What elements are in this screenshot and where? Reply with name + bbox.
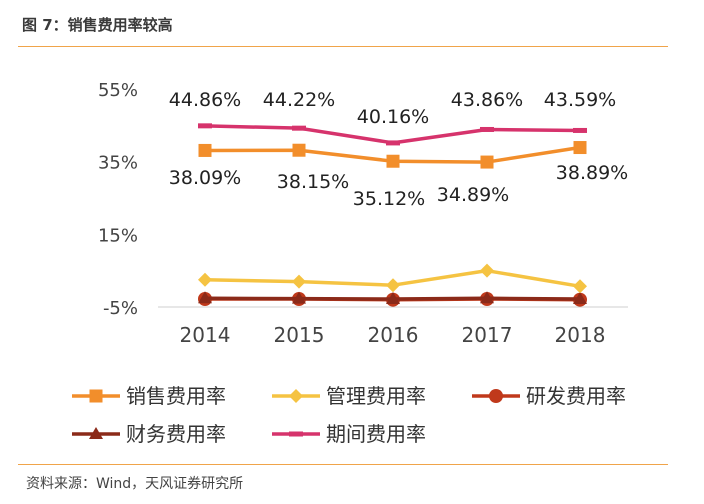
data-point — [386, 154, 400, 168]
y-tick-label: 35% — [98, 153, 138, 174]
series-2 — [198, 263, 587, 294]
data-label: 40.16% — [357, 106, 429, 128]
data-point — [573, 292, 587, 305]
data-point — [480, 126, 494, 132]
data-label: 38.09% — [169, 167, 241, 189]
series-4 — [198, 291, 587, 305]
data-point — [292, 274, 306, 289]
legend-label: 期间费用率 — [326, 422, 426, 446]
legend-item-3: 研发费用率 — [472, 384, 626, 408]
legend-marker — [489, 389, 503, 403]
data-label: 35.12% — [353, 188, 425, 210]
x-tick-label: 2018 — [555, 323, 606, 347]
data-point — [573, 127, 587, 133]
data-point — [198, 123, 212, 129]
data-point — [480, 155, 494, 169]
data-label: 44.22% — [263, 89, 335, 111]
data-label: 38.89% — [556, 162, 628, 184]
legend-label: 管理费用率 — [326, 384, 426, 408]
title-divider — [18, 46, 668, 47]
y-axis: 55% 35% 15% -5% — [98, 80, 138, 319]
data-point — [386, 292, 400, 305]
data-point — [386, 140, 400, 146]
data-point — [573, 141, 587, 155]
data-point — [480, 291, 494, 304]
data-point — [386, 278, 400, 293]
x-tick-label: 2016 — [368, 323, 419, 347]
source-note: 资料来源：Wind，天风证券研究所 — [26, 476, 244, 492]
data-point — [292, 291, 306, 304]
data-label: 34.89% — [437, 184, 509, 206]
x-tick-label: 2015 — [274, 323, 325, 347]
data-label: 43.86% — [451, 89, 523, 111]
legend-marker — [89, 389, 103, 403]
legend-item-2: 管理费用率 — [272, 384, 426, 408]
legend-marker — [289, 431, 303, 437]
x-axis: 2014 2015 2016 2017 2018 — [180, 323, 606, 347]
data-point — [198, 272, 212, 287]
source-divider — [18, 464, 668, 465]
series-5 — [198, 123, 587, 146]
legend-marker — [89, 427, 103, 439]
y-tick-label: 55% — [98, 80, 138, 101]
series-1 — [198, 141, 587, 169]
data-point — [198, 291, 212, 304]
legend-label: 研发费用率 — [526, 384, 626, 408]
data-label: 43.59% — [544, 89, 616, 111]
legend-item-1: 销售费用率 — [72, 384, 226, 408]
data-labels: 44.86% 44.22% 40.16% 43.86% 43.59% 38.09% 38.1… — [169, 89, 628, 210]
series-line — [204, 124, 581, 145]
data-label: 44.86% — [169, 89, 241, 111]
data-point — [292, 143, 306, 157]
x-tick-label: 2014 — [180, 323, 231, 347]
legend-item-4: 财务费用率 — [72, 422, 226, 446]
legend-label: 销售费用率 — [126, 384, 226, 408]
x-tick-label: 2017 — [462, 323, 513, 347]
legend-item-5: 期间费用率 — [272, 422, 426, 446]
legend-marker — [289, 389, 303, 403]
series-layer — [198, 123, 587, 307]
data-point — [198, 143, 212, 157]
figure-title: 图 7：销售费用率较高 — [22, 16, 173, 34]
data-label: 38.15% — [277, 171, 349, 193]
legend-label: 财务费用率 — [126, 422, 226, 446]
y-tick-label: -5% — [103, 298, 138, 319]
data-point — [573, 279, 587, 294]
data-point — [292, 125, 306, 131]
data-point — [480, 263, 494, 278]
y-tick-label: 15% — [98, 225, 138, 246]
